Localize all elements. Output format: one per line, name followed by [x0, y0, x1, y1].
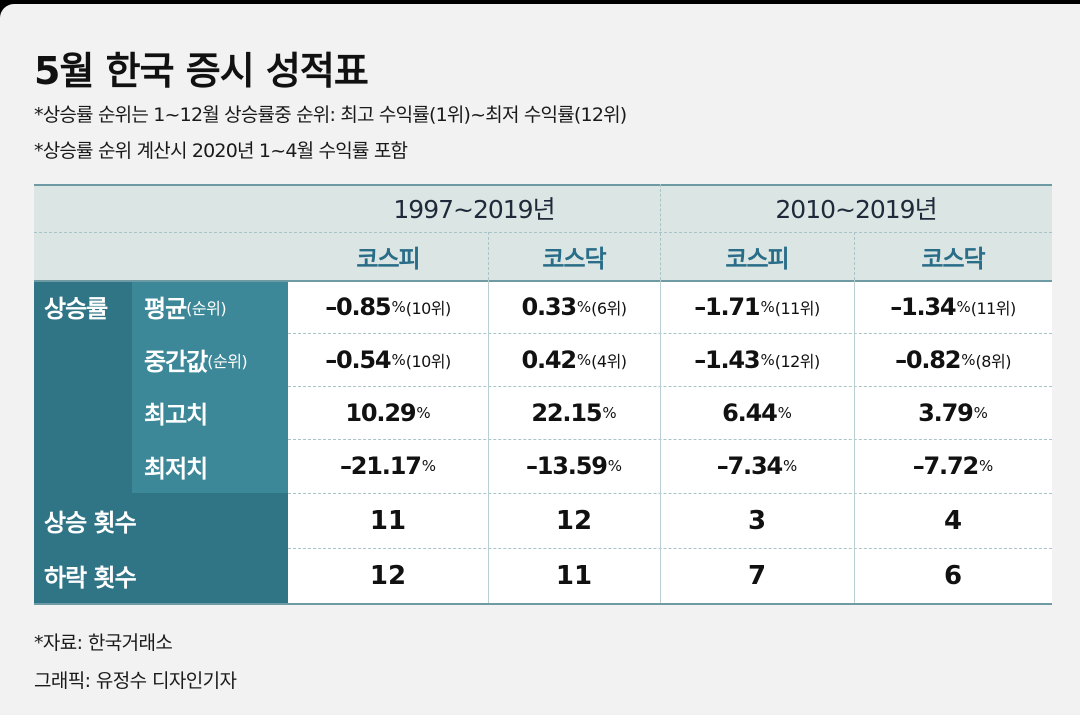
row-divider [288, 386, 1052, 387]
column-divider [854, 280, 855, 603]
infographic-card: 5월 한국 증시 성적표 *상승률 순위는 1~12월 상승률중 순위: 최고 … [0, 4, 1080, 715]
table-cell: 0.42% (4위) [521, 345, 627, 374]
sub-row-label: 중간값 (순위) [144, 348, 248, 376]
table-cell: –21.17% [340, 452, 436, 480]
row-divider [288, 493, 1052, 494]
table-cell: –0.54% (10위) [325, 345, 451, 374]
table-bottom-border [34, 603, 1052, 605]
column-divider [488, 280, 489, 603]
table-cell: –1.43% (12위) [694, 345, 820, 374]
market-header: 코스닥 [542, 244, 606, 273]
market-header: 코스닥 [921, 244, 985, 273]
table-cell: –1.71% (11위) [694, 292, 820, 321]
note-rank-calculation: *상승률 순위 계산시 2020년 1~4월 수익률 포함 [34, 140, 408, 162]
count-row-label-down: 하락 횟수 [44, 564, 137, 592]
header-divider [34, 232, 1052, 233]
note-rank-definition: *상승률 순위는 1~12월 상승률중 순위: 최고 수익률(1위)~최저 수익… [34, 104, 627, 126]
table-cell: –1.34% (11위) [890, 292, 1016, 321]
sub-row-label: 최저치 [144, 454, 208, 483]
table-cell: 6 [943, 560, 963, 591]
table-cell: 12 [555, 505, 593, 536]
table-cell: –7.34% [716, 452, 798, 480]
row-divider [288, 333, 1052, 334]
graphic-credit: 그래픽: 유정수 디자인기자 [34, 670, 237, 692]
sub-row-label: 최고치 [144, 401, 208, 429]
table-cell: 12 [369, 560, 407, 591]
value-area [288, 280, 1052, 605]
row-divider [288, 548, 1052, 549]
page-title: 5월 한국 증시 성적표 [34, 49, 369, 93]
market-header: 코스피 [356, 244, 420, 273]
table-cell: –13.59% [526, 452, 622, 480]
header-bottom-border [34, 280, 1052, 282]
table-cell: –7.72% [912, 452, 994, 480]
period-header: 2010~2019년 [775, 195, 937, 224]
count-row-label-up: 상승 횟수 [44, 509, 137, 537]
sub-row-label: 평균 (순위) [144, 295, 227, 323]
table-cell: 6.44% [722, 398, 792, 427]
market-divider [854, 232, 855, 280]
market-header: 코스피 [725, 244, 789, 273]
row-group-label-cell [34, 280, 132, 493]
table-cell: 11 [555, 560, 593, 591]
table-cell: 3 [747, 505, 767, 536]
column-divider [660, 280, 661, 603]
table-cell: 3.79% [918, 398, 988, 427]
row-divider [288, 439, 1052, 440]
table-cell: 4 [943, 505, 963, 536]
table-cell: –0.82% (8위) [895, 345, 1011, 374]
count-label-column [34, 493, 288, 605]
market-divider [488, 232, 489, 280]
table-top-border [34, 184, 1052, 186]
table-cell: 11 [369, 505, 407, 536]
stats-table: 1997~2019년 2010~2019년 코스피 코스닥 코스피 코스닥 상승… [34, 184, 1052, 605]
source-note: *자료: 한국거래소 [34, 632, 173, 654]
table-cell: 10.29% [345, 398, 431, 427]
table-cell: –0.85% (10위) [325, 292, 451, 321]
table-cell: 0.33% (6위) [521, 292, 627, 321]
table-cell: 22.15% [531, 398, 617, 427]
table-cell: 7 [747, 560, 767, 591]
period-divider [660, 184, 661, 280]
row-group-label: 상승률 [44, 295, 108, 323]
sub-label-column [132, 280, 288, 493]
period-header: 1997~2019년 [393, 195, 555, 224]
